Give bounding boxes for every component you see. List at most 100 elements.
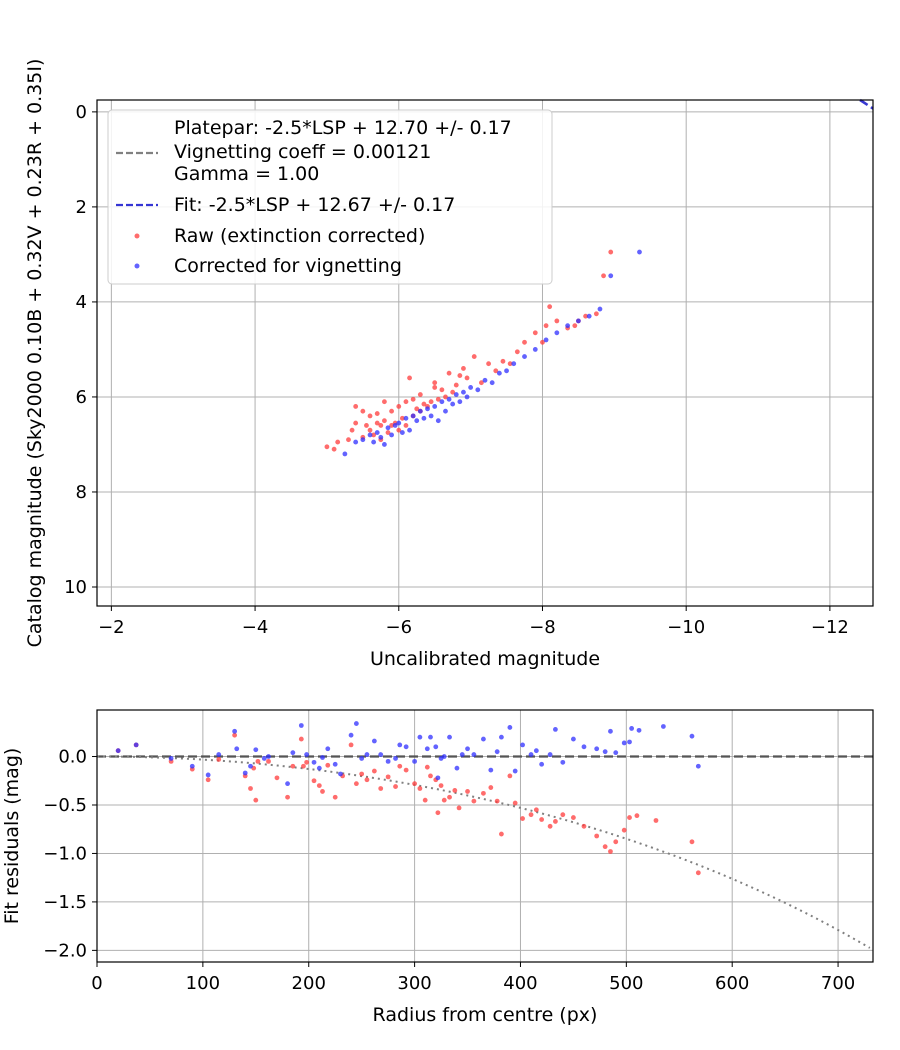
x-tick-label: 0	[91, 973, 102, 994]
corrected-point	[539, 761, 545, 767]
raw-point	[316, 783, 322, 788]
raw-point	[446, 370, 452, 376]
corrected-point	[475, 387, 481, 393]
corrected-point	[248, 763, 253, 769]
raw-point	[410, 396, 416, 402]
corrected-point	[554, 330, 560, 336]
corrected-point	[298, 723, 304, 728]
corrected-point	[304, 752, 310, 757]
raw-point	[543, 323, 549, 329]
corrected-point	[468, 385, 474, 390]
corrected-point	[290, 750, 296, 756]
x-tick-label: 100	[186, 973, 220, 994]
top-points	[324, 249, 642, 457]
raw-point	[539, 817, 545, 822]
raw-point	[608, 849, 613, 854]
y-tick-label: 4	[76, 292, 87, 313]
x-tick-label: 200	[292, 973, 326, 994]
corrected-point	[412, 758, 417, 764]
corrected-point	[382, 442, 387, 447]
corrected-point	[396, 420, 402, 426]
raw-point	[371, 432, 377, 438]
raw-point	[450, 389, 456, 395]
corrected-point	[410, 413, 416, 419]
corrected-point	[636, 727, 642, 733]
corrected-point	[332, 761, 338, 767]
raw-point	[266, 758, 271, 764]
raw-point	[608, 249, 614, 255]
y-tick-label: 10	[64, 577, 87, 598]
corrected-point	[359, 756, 365, 761]
corrected-point	[325, 746, 331, 752]
raw-point	[424, 764, 430, 770]
raw-point	[255, 758, 261, 764]
corrected-point	[338, 771, 343, 777]
raw-point	[461, 366, 466, 371]
raw-point	[396, 427, 402, 433]
raw-point	[512, 800, 518, 806]
top-axes-frame	[96, 99, 874, 607]
raw-point	[335, 439, 341, 445]
bottom-axes-frame	[96, 709, 874, 963]
legend-box	[107, 109, 553, 285]
raw-point	[499, 831, 504, 837]
raw-point	[621, 827, 627, 833]
legend-vignetting-text: Vignetting coeff = 0.00121	[174, 141, 431, 163]
raw-point	[331, 446, 337, 452]
corrected-point	[414, 418, 420, 424]
corrected-point	[602, 749, 608, 755]
y-tick-label: −1.5	[43, 892, 87, 913]
raw-point	[332, 794, 338, 800]
corrected-point	[389, 432, 394, 438]
raw-point	[378, 423, 384, 428]
corrected-point	[499, 734, 504, 740]
corrected-point	[425, 406, 430, 412]
y-tick-label: 8	[76, 482, 87, 503]
corrected-point	[608, 728, 613, 734]
top-panel: −2 −4 −6 −8 −10 −12 0 2 4 6 8 10 Platepar: -2.5*LSP…	[24, 59, 874, 670]
bottom-ticks: 0 100 200 300 400 500 600 700 0.0 −0.5 −1.0 −1.5 −2.…	[43, 747, 855, 994]
top-x-axis-label: Uncalibrated magnitude	[370, 648, 600, 670]
raw-point	[382, 418, 387, 424]
corrected-point	[385, 425, 391, 431]
raw-point	[285, 794, 290, 800]
x-tick-label: 500	[609, 973, 643, 994]
raw-point	[560, 812, 566, 818]
corrected-point	[428, 413, 434, 419]
raw-point	[412, 781, 417, 787]
raw-point	[507, 361, 513, 367]
y-tick-label: 0	[76, 102, 87, 123]
raw-point	[572, 323, 578, 329]
corrected-point	[435, 418, 441, 424]
raw-point	[422, 797, 428, 803]
raw-point	[417, 786, 423, 791]
raw-point	[435, 396, 441, 402]
raw-point	[353, 781, 359, 787]
raw-point	[428, 399, 434, 405]
raw-point	[353, 420, 359, 426]
corrected-point	[586, 313, 592, 319]
raw-point	[396, 404, 402, 409]
corrected-point	[216, 752, 222, 757]
legend-gamma-text: Gamma = 1.00	[174, 163, 319, 185]
x-tick-label: −4	[242, 617, 269, 638]
corrected-point	[543, 337, 549, 343]
raw-point	[389, 423, 394, 428]
raw-point	[634, 813, 640, 819]
vignetting-curve	[96, 755, 871, 949]
corrected-point	[234, 746, 240, 752]
corrected-point	[367, 432, 373, 438]
raw-point	[432, 380, 438, 386]
raw-point	[481, 790, 486, 796]
corrected-point	[520, 742, 525, 748]
corrected-point	[371, 738, 377, 744]
raw-point	[274, 775, 280, 781]
corrected-point	[353, 721, 359, 726]
corrected-point	[266, 754, 271, 759]
raw-point	[421, 401, 427, 407]
corrected-point	[168, 756, 174, 761]
corrected-point	[481, 736, 486, 742]
bottom-panel: 0 100 200 300 400 500 600 700 0.0 −0.5 −1.0 −1.5 −2.…	[1, 709, 874, 1026]
corrected-point	[570, 736, 576, 742]
